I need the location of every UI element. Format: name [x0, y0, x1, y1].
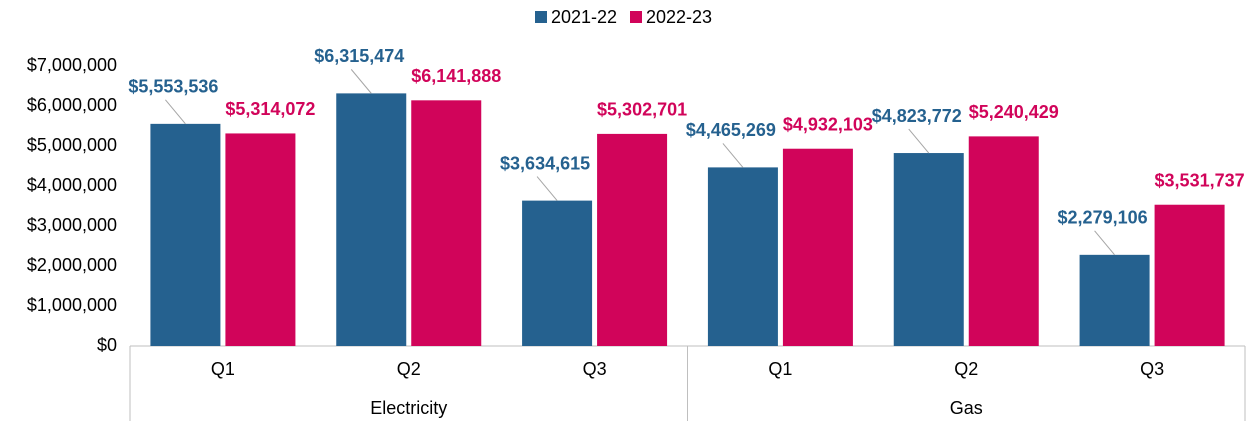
leader-line — [350, 69, 372, 94]
value-label: $5,553,536 — [128, 77, 218, 97]
x-tick-label: Q3 — [583, 359, 607, 379]
leader-line — [908, 128, 930, 154]
value-label: $6,141,888 — [411, 66, 501, 86]
legend-label: 2022-23 — [646, 7, 712, 27]
value-label: $5,240,429 — [969, 102, 1059, 122]
x-tick-label: Q2 — [397, 359, 421, 379]
bar — [782, 148, 853, 346]
bar — [893, 153, 964, 346]
value-label: $5,314,072 — [225, 99, 315, 119]
bar — [1154, 204, 1225, 346]
value-label: $2,279,106 — [1058, 208, 1148, 228]
leader-line — [536, 176, 558, 201]
y-tick-label: $7,000,000 — [27, 55, 117, 75]
y-tick-label: $3,000,000 — [27, 215, 117, 235]
x-tick-label: Q1 — [211, 359, 235, 379]
group-label: Gas — [950, 398, 983, 418]
y-tick-label: $6,000,000 — [27, 95, 117, 115]
group-label: Electricity — [370, 398, 447, 418]
leader-line — [722, 143, 744, 168]
value-label: $5,302,701 — [597, 100, 687, 120]
bar — [1079, 254, 1150, 346]
bar — [150, 123, 221, 347]
y-tick-label: $5,000,000 — [27, 135, 117, 155]
leader-line — [165, 99, 186, 125]
x-tick-label: Q3 — [1140, 359, 1164, 379]
bar — [336, 93, 407, 346]
x-tick-label: Q2 — [954, 359, 978, 379]
y-tick-label: $2,000,000 — [27, 255, 117, 275]
y-tick-label: $4,000,000 — [27, 175, 117, 195]
value-label: $6,315,474 — [314, 46, 404, 66]
value-label: $4,932,103 — [783, 114, 873, 134]
legend-swatch — [535, 11, 547, 23]
value-label: $4,465,269 — [686, 120, 776, 140]
value-label: $3,531,737 — [1155, 170, 1245, 190]
leader-line — [1094, 230, 1115, 256]
bar — [707, 167, 778, 346]
bar — [597, 133, 668, 346]
x-tick-label: Q1 — [768, 359, 792, 379]
bar — [968, 136, 1039, 346]
bar — [411, 100, 482, 346]
value-label: $4,823,772 — [872, 106, 962, 126]
legend-swatch — [630, 11, 642, 23]
bar — [522, 200, 593, 346]
bar — [225, 133, 296, 346]
y-tick-label: $0 — [97, 335, 117, 355]
y-tick-label: $1,000,000 — [27, 295, 117, 315]
value-label: $3,634,615 — [500, 153, 590, 173]
legend-label: 2021-22 — [551, 7, 617, 27]
